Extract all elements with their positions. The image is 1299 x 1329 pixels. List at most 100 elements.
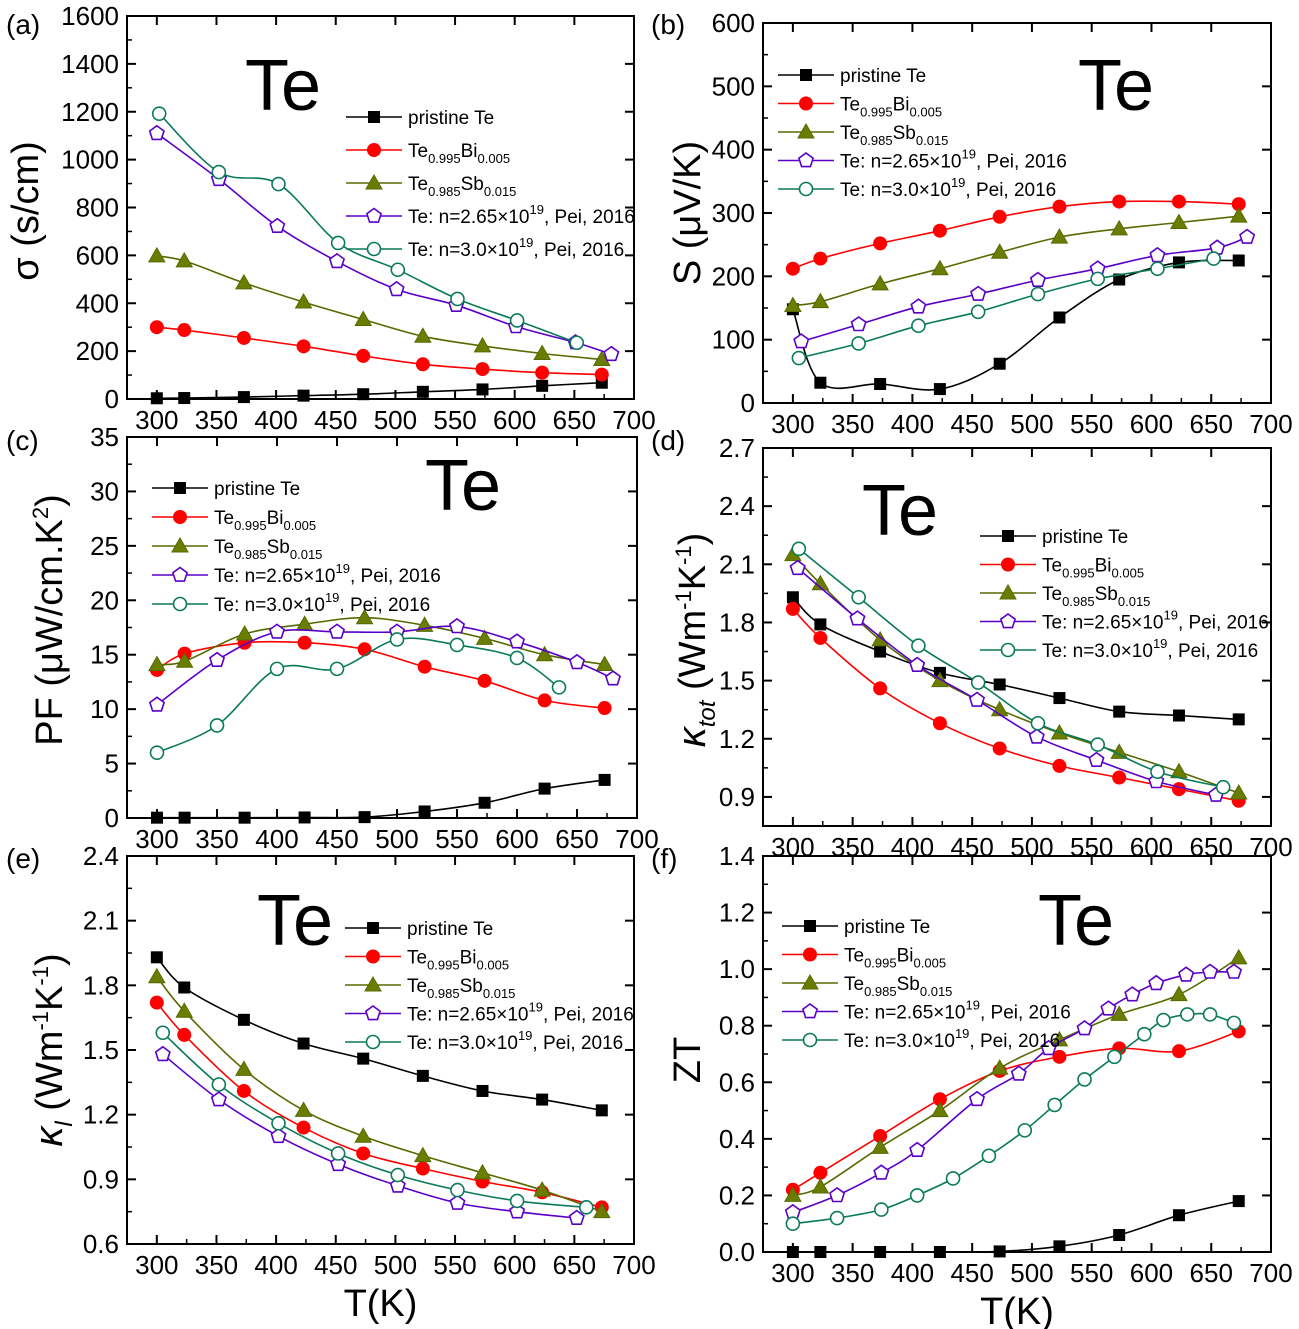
x-tick-label: 300 — [771, 409, 814, 439]
panel-f: 300 350 400 450 500 550 600 650 700 0.0 0.2 0.4 0.6 0… — [651, 841, 1293, 1329]
y-tick-label: 600 — [76, 240, 119, 270]
data-point — [1124, 986, 1141, 1002]
data-point — [1171, 782, 1186, 797]
data-point — [1077, 1072, 1092, 1087]
series-sb — [147, 967, 611, 1219]
data-point — [814, 1246, 827, 1258]
x-tick-label: 450 — [950, 1258, 993, 1288]
x-tick-label: 350 — [831, 409, 874, 439]
data-point — [509, 1203, 526, 1219]
data-point — [154, 1045, 171, 1062]
x-tick-label: 450 — [314, 1250, 357, 1280]
legend-marker — [1001, 557, 1015, 572]
legend-marker — [364, 975, 382, 992]
legend-entry: Te0.985Sb0.015 — [1042, 584, 1150, 609]
data-point — [297, 635, 312, 650]
data-point — [211, 164, 227, 180]
legend-entry: pristine Te — [840, 66, 926, 87]
data-point — [1110, 1005, 1129, 1021]
data-point — [147, 967, 166, 984]
data-point — [1201, 963, 1219, 979]
y-tick-label: 1000 — [61, 145, 119, 175]
data-point — [209, 718, 225, 733]
series-line — [792, 215, 1239, 307]
data-point — [1030, 286, 1046, 302]
legend-entry: Te0.985Sb0.015 — [840, 123, 948, 148]
data-point — [1040, 1039, 1057, 1056]
legend-marker — [1002, 530, 1014, 542]
y-tick-label: 1.2 — [83, 1100, 119, 1130]
panel-b: 300 350 400 450 500 550 600 650 700 0 100 200 300 400… — [651, 8, 1293, 439]
data-point — [931, 259, 949, 276]
series-line — [156, 381, 602, 400]
series-pei30 — [791, 251, 1221, 366]
plot-frame — [762, 447, 1272, 827]
legend-entry: Te: n=2.65×1019, Pei, 2016 — [407, 1000, 634, 1026]
data-point — [829, 1210, 845, 1226]
legend-marker — [173, 510, 187, 524]
data-point — [785, 601, 800, 616]
y-tick-label: 0.4 — [719, 1124, 755, 1154]
x-tick-label: 650 — [1190, 1258, 1233, 1288]
y-tick-label: 400 — [76, 288, 119, 318]
data-point — [1100, 1000, 1117, 1016]
data-point — [1229, 207, 1248, 223]
data-point — [473, 1163, 492, 1180]
data-point — [785, 1216, 801, 1232]
data-point — [849, 610, 866, 626]
data-point — [478, 796, 491, 809]
legend-marker — [804, 920, 816, 932]
data-point — [933, 1246, 946, 1258]
data-point — [595, 655, 614, 672]
legend-marker — [366, 949, 380, 964]
data-point — [533, 344, 552, 361]
data-point — [389, 632, 405, 647]
data-point — [509, 313, 525, 328]
data-point — [970, 304, 986, 320]
data-point — [1170, 985, 1188, 1002]
data-point — [1053, 1240, 1066, 1253]
data-point — [1232, 254, 1245, 267]
series-pei265 — [148, 617, 622, 712]
data-point — [909, 1188, 925, 1203]
data-point — [1232, 1195, 1245, 1208]
y-tick-label: 0.2 — [719, 1180, 755, 1210]
data-point — [235, 273, 253, 290]
data-point — [477, 673, 492, 688]
series-pei30 — [155, 1025, 594, 1215]
y-tick-label: 0 — [741, 388, 755, 418]
material-label: Te — [245, 46, 321, 126]
data-point — [296, 339, 311, 354]
y-tick-label: 1400 — [61, 49, 119, 79]
legend-entry: Te: n=3.0×1019, Pei, 2016 — [1042, 636, 1258, 662]
data-point — [1047, 1097, 1062, 1113]
data-point — [871, 630, 890, 647]
x-tick-label: 650 — [555, 824, 598, 854]
data-point — [1113, 705, 1126, 718]
x-tick-label: 450 — [314, 405, 357, 435]
legend-entry: Te: n=2.65×1019, Pei, 2016 — [408, 202, 635, 228]
plot-frame — [126, 436, 638, 819]
legend-entry: Te0.995Bi0.005 — [1042, 556, 1144, 581]
data-point — [476, 1084, 489, 1097]
data-point — [357, 388, 370, 401]
data-point — [1052, 199, 1067, 214]
data-point — [416, 1069, 429, 1082]
data-point — [578, 1200, 594, 1215]
data-point — [237, 1013, 250, 1026]
data-point — [1150, 261, 1165, 277]
data-point — [1232, 713, 1245, 726]
legend-entry: Te: n=2.65×1019, Pei, 2016 — [844, 998, 1071, 1024]
y-axis-title: PF (μW/cm.K2) — [28, 494, 71, 746]
data-point — [1110, 219, 1129, 236]
y-tick-label: 1.2 — [719, 724, 755, 754]
data-point — [328, 252, 346, 269]
panel-c: 300 350 400 450 500 550 600 650 700 0 5 10 15 20 25 30 3… — [6, 422, 659, 854]
data-point — [1107, 1049, 1122, 1065]
data-point — [473, 336, 492, 353]
data-point — [932, 716, 947, 731]
y-tick-label: 1.5 — [83, 1035, 119, 1065]
data-point — [932, 223, 947, 238]
legend: pristine TeTe0.995Bi0.005Te0.985Sb0.015T… — [778, 66, 1067, 201]
x-tick-label: 300 — [135, 405, 178, 435]
